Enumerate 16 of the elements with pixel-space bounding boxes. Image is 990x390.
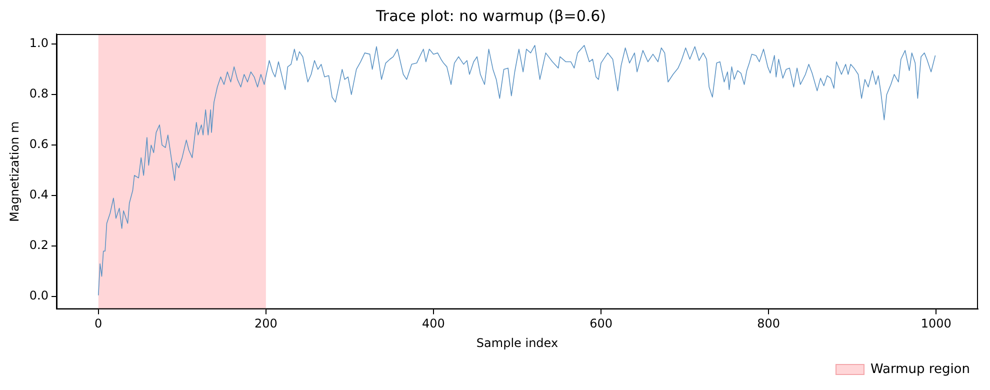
y-tick-label: 0.0 [29,288,48,303]
y-tick-label: 0.2 [29,238,48,252]
legend-label: Warmup region [870,362,970,377]
chart-title: Trace plot: no warmup (β=0.6) [374,6,606,25]
x-tick-label: 800 [757,316,780,331]
y-tick-label: 0.8 [29,86,48,101]
y-tick-label: 0.6 [29,137,48,152]
y-tick-label: 1.0 [29,36,48,50]
x-tick-label: 200 [254,316,278,331]
x-tick-label: 600 [590,316,612,331]
x-tick-label: 1000 [920,316,952,331]
x-axis-title: Sample index [476,336,558,350]
x-tick-label: 400 [422,316,445,331]
y-tick-label: 0.4 [29,188,48,202]
x-tick-label: 0 [94,316,102,331]
y-axis-title: Magnetization m [7,121,22,222]
